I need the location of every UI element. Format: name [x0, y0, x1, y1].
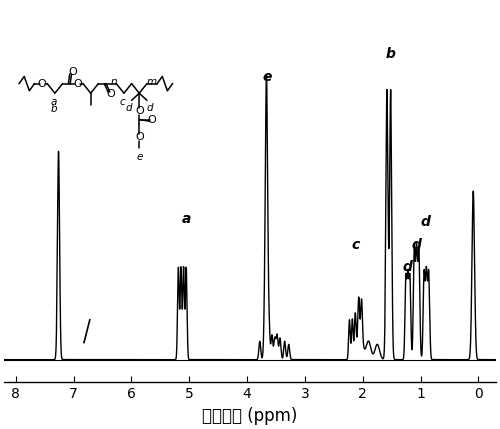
Text: d: d: [412, 238, 422, 251]
Text: b: b: [386, 47, 396, 61]
Text: d: d: [420, 215, 430, 229]
Text: d: d: [403, 260, 413, 274]
Text: e: e: [262, 70, 272, 84]
X-axis label: 化学位移 (ppm): 化学位移 (ppm): [202, 407, 298, 425]
Text: a: a: [182, 212, 191, 226]
Text: c: c: [352, 238, 360, 251]
